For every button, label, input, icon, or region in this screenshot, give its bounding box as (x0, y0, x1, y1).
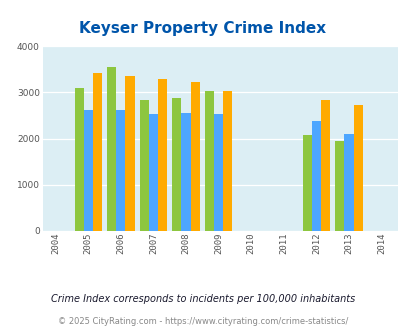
Bar (205, 90, 213, 231)
Bar (125, 76, 134, 231)
Bar (107, 67, 116, 231)
Bar (190, 82, 199, 231)
Text: Keyser Property Crime Index: Keyser Property Crime Index (79, 21, 326, 36)
Bar (139, 100, 149, 231)
Bar (149, 114, 158, 231)
Bar (335, 141, 343, 231)
Bar (302, 135, 311, 231)
Bar (93, 73, 102, 231)
Bar (353, 105, 362, 231)
Bar (181, 113, 190, 231)
Text: © 2025 CityRating.com - https://www.cityrating.com/crime-statistics/: © 2025 CityRating.com - https://www.city… (58, 317, 347, 326)
Text: Crime Index corresponds to incidents per 100,000 inhabitants: Crime Index corresponds to incidents per… (51, 294, 354, 304)
Bar (213, 114, 223, 231)
Bar (75, 88, 83, 231)
Bar (158, 80, 167, 231)
Bar (116, 110, 125, 231)
Bar (311, 121, 320, 231)
Bar (83, 110, 93, 231)
Bar (223, 90, 232, 231)
Bar (172, 98, 181, 231)
Bar (320, 100, 329, 231)
Bar (343, 134, 353, 231)
